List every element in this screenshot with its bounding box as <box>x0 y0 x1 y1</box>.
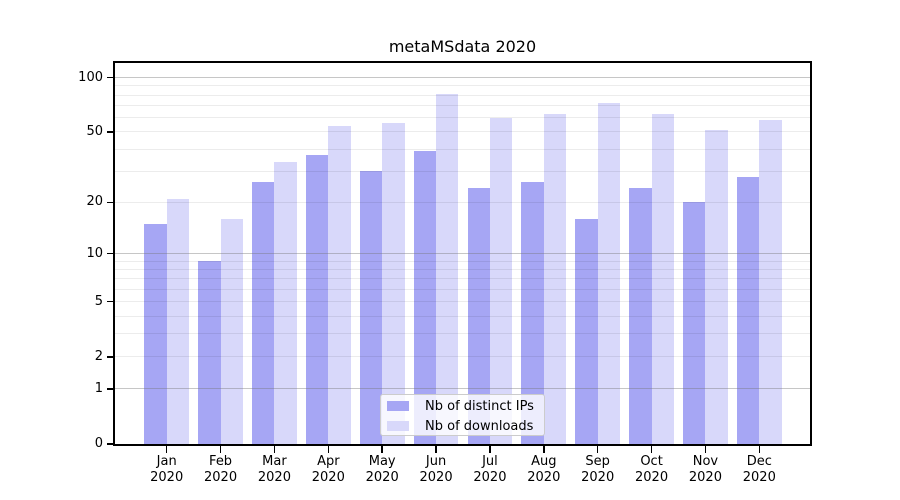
ytick-label-50: 50 <box>86 123 103 139</box>
xtick-jan <box>165 446 168 453</box>
bar-dec-ips <box>736 176 760 444</box>
xtick-label-nov: Nov 2020 <box>688 454 722 485</box>
gridline-10 <box>115 253 810 255</box>
bar-jan-downloads <box>166 198 190 444</box>
bar-oct-downloads <box>651 113 674 444</box>
xtick-feb <box>219 446 222 453</box>
xtick-apr <box>327 446 330 453</box>
bar-sep-downloads <box>597 103 621 444</box>
bar-feb-ips <box>198 261 221 444</box>
gridline-60 <box>115 117 810 119</box>
ytick-label-1: 1 <box>94 380 103 396</box>
legend-label-distinct-ips: Nb of distinct IPs <box>425 398 534 414</box>
ytick-label-20: 20 <box>86 194 103 210</box>
xtick-label-apr: Apr 2020 <box>311 454 345 485</box>
bar-apr-ips <box>305 155 329 444</box>
legend-item-distinct-ips: Nb of distinct IPs <box>381 396 544 416</box>
gridline-3 <box>115 333 810 335</box>
bar-oct-ips <box>629 188 652 444</box>
bar-mar-downloads <box>274 161 297 444</box>
grid-layer <box>115 63 810 444</box>
xtick-jul <box>489 446 491 453</box>
chart-title: metaMSdata 2020 <box>388 37 537 56</box>
xtick-label-aug: Aug 2020 <box>527 454 561 485</box>
xtick-label-dec: Dec 2020 <box>742 454 776 485</box>
xtick-label-jan: Jan 2020 <box>150 454 184 485</box>
plot-area <box>113 61 812 446</box>
gridline-30 <box>115 170 810 172</box>
xtick-jun <box>435 446 437 453</box>
gridline-20 <box>115 201 810 203</box>
bar-aug-ips <box>521 182 544 444</box>
xtick-label-sep: Sep 2020 <box>581 454 615 485</box>
bar-dec-downloads <box>759 120 782 444</box>
xtick-label-jun: Jun 2020 <box>419 454 453 485</box>
ytick-20 <box>107 201 113 203</box>
gridline-7 <box>115 278 810 280</box>
ytick-10 <box>107 252 113 255</box>
gridline-40 <box>115 148 810 150</box>
bar-jul-downloads <box>489 117 513 444</box>
xtick-may <box>381 446 383 453</box>
xtick-nov <box>704 446 707 453</box>
bar-mar-ips <box>252 182 275 444</box>
bars-layer <box>115 63 810 444</box>
xtick-label-oct: Oct 2020 <box>635 454 669 485</box>
gridline-5 <box>115 301 810 303</box>
bar-jan-ips <box>144 223 167 444</box>
bar-jun-ips <box>413 151 437 444</box>
xtick-mar <box>273 446 276 453</box>
xtick-oct <box>650 446 653 453</box>
bar-may-ips <box>359 171 383 444</box>
gridline-4 <box>115 315 810 317</box>
gridline-2 <box>115 356 810 358</box>
xtick-dec <box>758 446 761 453</box>
bar-feb-downloads <box>220 219 243 444</box>
bar-nov-ips <box>683 202 706 444</box>
gridline-6 <box>115 288 810 290</box>
bar-jul-ips <box>467 188 490 444</box>
xtick-sep <box>596 446 599 453</box>
bar-sep-ips <box>575 219 598 444</box>
bar-jun-downloads <box>436 94 459 444</box>
xtick-label-may: May 2020 <box>365 454 399 485</box>
ytick-label-100: 100 <box>78 69 103 85</box>
ytick-1 <box>107 388 113 390</box>
ytick-label-2: 2 <box>94 348 103 364</box>
gridline-9 <box>115 260 810 262</box>
legend-item-downloads: Nb of downloads <box>381 416 544 436</box>
gridline-80 <box>115 94 810 96</box>
ytick-5 <box>107 300 113 303</box>
ytick-0 <box>107 443 113 445</box>
xtick-label-mar: Mar 2020 <box>257 454 291 485</box>
ytick-label-10: 10 <box>86 245 103 261</box>
gridline-8 <box>115 269 810 271</box>
ytick-2 <box>107 356 113 358</box>
ytick-label-0: 0 <box>94 436 103 451</box>
legend-swatch-downloads <box>387 421 409 431</box>
xtick-label-feb: Feb 2020 <box>204 454 238 485</box>
ytick-100 <box>107 76 113 79</box>
ytick-label-5: 5 <box>94 293 103 309</box>
bar-nov-downloads <box>705 130 728 444</box>
bar-apr-downloads <box>328 125 351 444</box>
bar-may-downloads <box>382 122 405 444</box>
gridline-1 <box>115 388 810 390</box>
xtick-aug <box>543 446 545 453</box>
legend-swatch-distinct-ips <box>387 401 409 411</box>
gridline-90 <box>115 85 810 87</box>
legend: Nb of distinct IPs Nb of downloads <box>380 394 545 436</box>
bar-aug-downloads <box>543 113 567 444</box>
xtick-label-jul: Jul 2020 <box>473 454 507 485</box>
gridline-100 <box>115 77 810 79</box>
gridline-70 <box>115 105 810 107</box>
gridline-50 <box>115 131 810 133</box>
ytick-50 <box>107 131 113 133</box>
legend-label-downloads: Nb of downloads <box>425 418 534 434</box>
